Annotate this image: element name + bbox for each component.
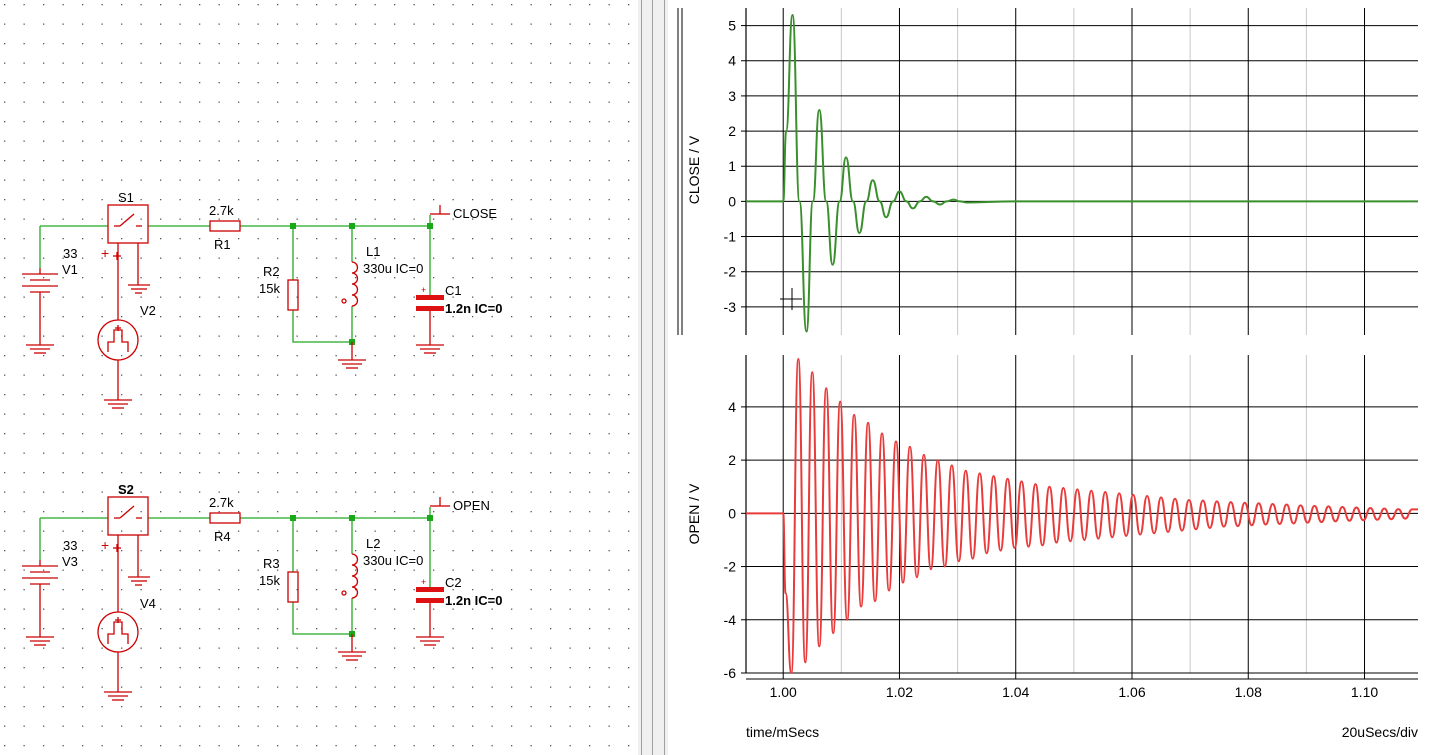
y-tick-label: 5 bbox=[728, 18, 736, 34]
label-r1-value: 2.7k bbox=[209, 203, 234, 218]
y-tick-label: 0 bbox=[728, 505, 736, 521]
svg-text:+: + bbox=[101, 245, 109, 261]
label-v3: V3 bbox=[62, 554, 78, 569]
label-l1-value: 330u IC=0 bbox=[363, 261, 423, 276]
label-v2: V2 bbox=[140, 303, 156, 318]
x-tick-label: 1.02 bbox=[886, 684, 913, 700]
close-voltage-plot[interactable]: 5 4 3 2 1 0 -1 -2 -3 CLOSE / V bbox=[686, 8, 1418, 335]
x-tick-label: 1.04 bbox=[1002, 684, 1029, 700]
y-tick-label: -1 bbox=[724, 229, 737, 245]
label-l2: L2 bbox=[366, 536, 380, 551]
open-trace bbox=[745, 357, 1419, 675]
svg-text:+: + bbox=[101, 537, 109, 553]
open-y-label: OPEN / V bbox=[686, 483, 702, 544]
resistor-r4[interactable] bbox=[209, 512, 241, 524]
circuit-open: + + S2 33 V3 V4 2.7k R4 R3 15k L2 330u I… bbox=[22, 482, 502, 701]
label-r3: R3 bbox=[263, 556, 280, 571]
crosshair-cursor[interactable] bbox=[780, 288, 802, 310]
close-trace bbox=[746, 14, 1418, 333]
label-c1: C1 bbox=[445, 283, 462, 298]
label-s2: S2 bbox=[118, 482, 134, 497]
label-c2: C2 bbox=[445, 575, 462, 590]
x-tick-label: 1.10 bbox=[1351, 684, 1378, 700]
y-tick-label: 4 bbox=[728, 399, 736, 415]
y-tick-label: -6 bbox=[724, 665, 737, 681]
label-r3-value: 15k bbox=[259, 573, 280, 588]
time-x-axis: 1.00 1.02 1.04 1.06 1.08 1.10 bbox=[746, 673, 1418, 700]
circuit-close: + + S1 33 V1 V2 2.7k R1 R2 15k L1 330u I… bbox=[22, 190, 502, 409]
inductor-l1[interactable] bbox=[341, 261, 359, 307]
resistor-r2[interactable] bbox=[287, 279, 299, 311]
y-tick-label: 1 bbox=[728, 158, 736, 174]
label-r4-value: 2.7k bbox=[209, 495, 234, 510]
label-r4: R4 bbox=[214, 529, 231, 544]
schematic-canvas[interactable]: + + S1 33 V1 V2 2.7k R1 R2 15k L1 330u I… bbox=[0, 0, 638, 755]
capacitor-c1[interactable] bbox=[416, 295, 444, 311]
label-s1: S1 bbox=[118, 190, 134, 205]
open-voltage-plot[interactable]: 4 2 0 -2 -4 -6 1.00 1.02 1.04 1.06 1.08 1.10 OPEN … bbox=[686, 355, 1419, 700]
y-tick-label: 2 bbox=[728, 452, 736, 468]
label-v4: V4 bbox=[140, 596, 156, 611]
probe-close-label[interactable]: CLOSE bbox=[453, 206, 497, 221]
label-l1: L1 bbox=[366, 244, 380, 259]
grid-dots bbox=[0, 0, 638, 755]
label-r2-value: 15k bbox=[259, 281, 280, 296]
y-tick-label: 4 bbox=[728, 53, 736, 69]
label-r1: R1 bbox=[214, 237, 231, 252]
resistor-r3[interactable] bbox=[287, 571, 299, 603]
pane-splitter[interactable] bbox=[638, 0, 668, 755]
label-c2-value: 1.2n IC=0 bbox=[445, 593, 502, 608]
x-tick-label: 1.00 bbox=[770, 684, 797, 700]
x-tick-label: 1.06 bbox=[1118, 684, 1145, 700]
close-y-axis: 5 4 3 2 1 0 -1 -2 -3 bbox=[724, 8, 747, 335]
capacitor-c2[interactable] bbox=[416, 587, 444, 603]
svg-text:+: + bbox=[421, 577, 426, 587]
battery-v1[interactable] bbox=[22, 268, 58, 354]
label-r2: R2 bbox=[263, 264, 280, 279]
label-l2-value: 330u IC=0 bbox=[363, 553, 423, 568]
label-v3-value: 33 bbox=[63, 538, 77, 553]
switch-s2[interactable] bbox=[107, 496, 149, 536]
x-axis-label: time/mSecs bbox=[746, 724, 819, 740]
close-y-label: CLOSE / V bbox=[686, 135, 702, 204]
battery-v3[interactable] bbox=[22, 560, 58, 646]
pulse-source-v2[interactable] bbox=[97, 319, 139, 409]
x-tick-label: 1.08 bbox=[1235, 684, 1262, 700]
resistor-r1[interactable] bbox=[209, 220, 241, 232]
time-scale-label: 20uSecs/div bbox=[1342, 724, 1418, 740]
inductor-l2[interactable] bbox=[341, 553, 359, 599]
switch-s1[interactable] bbox=[107, 204, 149, 244]
label-v1-value: 33 bbox=[63, 246, 77, 261]
svg-text:+: + bbox=[421, 285, 426, 295]
probe-open-label[interactable]: OPEN bbox=[453, 498, 490, 513]
y-tick-label: -2 bbox=[724, 559, 737, 575]
label-c1-value: 1.2n IC=0 bbox=[445, 301, 502, 316]
pulse-source-v4[interactable] bbox=[97, 611, 139, 701]
y-tick-label: -3 bbox=[724, 299, 737, 315]
close-grid bbox=[746, 8, 1418, 335]
open-y-axis: 4 2 0 -2 -4 -6 bbox=[724, 355, 747, 681]
y-tick-label: 3 bbox=[728, 88, 736, 104]
y-tick-label: -2 bbox=[724, 264, 737, 280]
y-tick-label: 0 bbox=[728, 193, 736, 209]
y-tick-label: 2 bbox=[728, 123, 736, 139]
y-tick-label: -4 bbox=[724, 612, 737, 628]
label-v1: V1 bbox=[62, 262, 78, 277]
